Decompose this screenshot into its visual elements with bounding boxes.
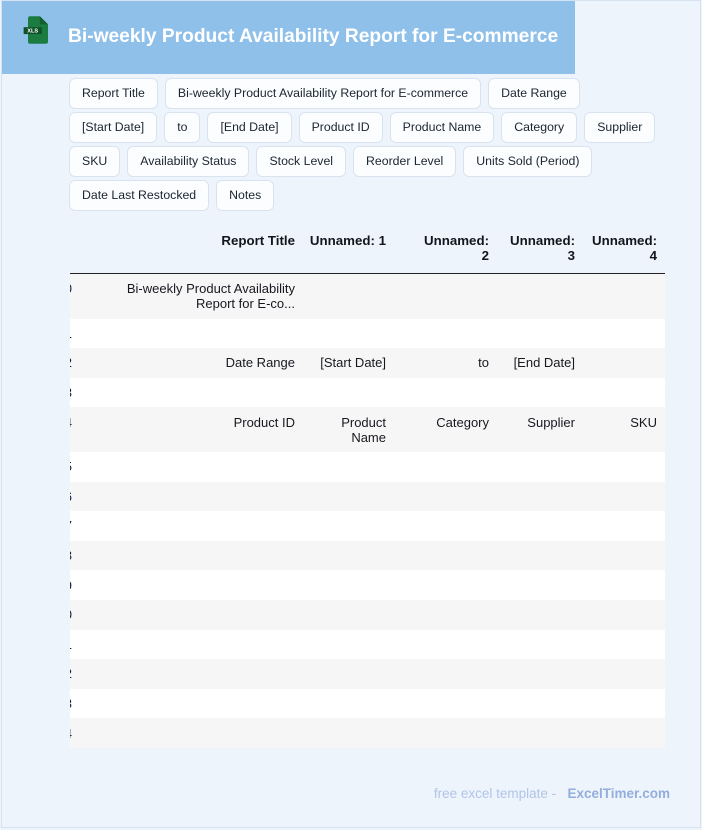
svg-text:XLS: XLS — [27, 29, 38, 35]
